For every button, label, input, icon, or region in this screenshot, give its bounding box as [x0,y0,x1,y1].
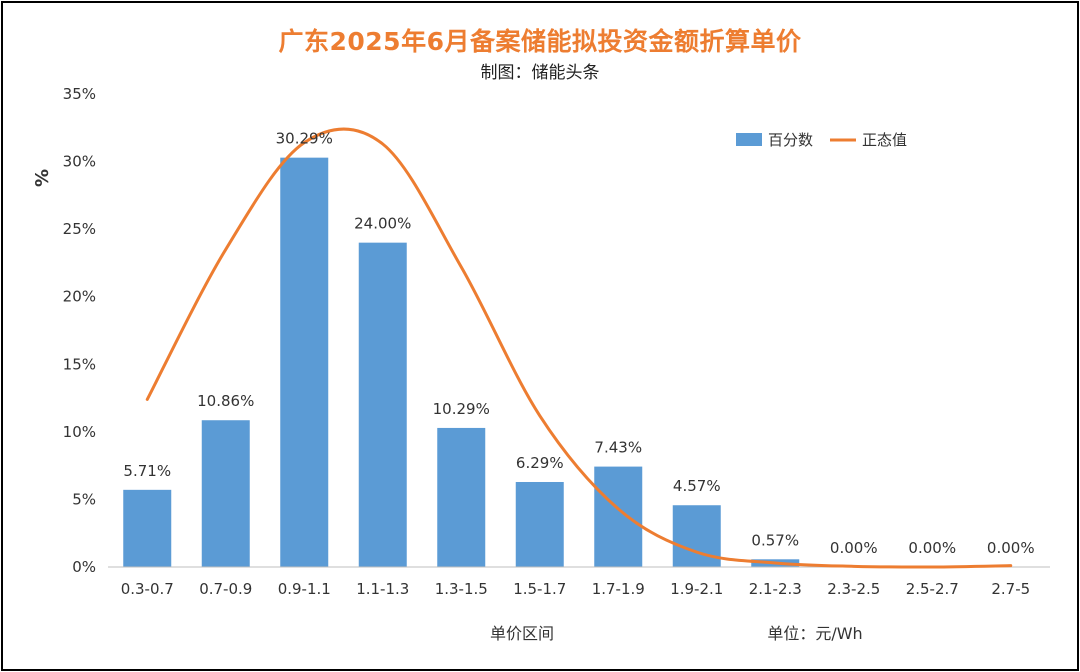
data-label: 0.00% [908,539,956,557]
bar [201,420,250,567]
data-label: 24.00% [354,215,411,233]
x-tick-label: 2.1-2.3 [749,580,802,598]
data-labels: 5.71% 10.86% 30.29% 24.00% 10.29% 6.29% 7.43% 4… [123,130,1034,557]
bar [358,242,407,567]
y-tick-label: 30% [63,153,96,171]
unit-note: 单位：元/Wh [767,624,862,643]
bar [515,481,564,567]
x-axis: 0.3-0.7 0.7-0.9 0.9-1.1 1.1-1.3 1.3-1.5 1.5-1… [108,566,1050,598]
bar-series [123,157,800,567]
chart-title: 广东2025年6月备案储能拟投资金额折算单价 [278,27,802,56]
x-tick-label: 1.7-1.9 [592,580,645,598]
x-tick-label: 1.5-1.7 [513,580,566,598]
x-tick-label: 2.3-2.5 [827,580,880,598]
bar [123,489,172,567]
y-tick-label: 20% [63,288,96,306]
x-tick-label: 0.9-1.1 [278,580,331,598]
line-series [145,127,1013,569]
legend-swatch-bar [736,133,762,146]
legend-label-bar: 百分数 [768,131,813,149]
data-label: 10.86% [197,392,254,410]
y-tick-label: 35% [63,85,96,103]
data-label: 4.57% [673,477,721,495]
x-tick-label: 2.5-2.7 [906,580,959,598]
x-tick-label: 0.7-0.9 [199,580,252,598]
x-tick-label: 0.3-0.7 [121,580,174,598]
y-tick-label: 10% [63,423,96,441]
y-axis: 0% 5% 10% 15% 20% 25% 30% 35% [63,85,96,576]
legend-label-line: 正态值 [862,131,907,149]
bar [594,466,643,567]
data-label: 0.00% [830,539,878,557]
y-tick-label: 15% [63,355,96,373]
x-tick-label: 1.3-1.5 [435,580,488,598]
y-tick-label: 25% [63,220,96,238]
data-label: 10.29% [433,400,490,418]
data-label: 5.71% [123,462,171,480]
y-tick-label: 5% [72,490,96,508]
legend: 百分数 正态值 [736,131,907,149]
x-axis-label: 单价区间 [490,624,554,643]
x-tick-label: 2.7-5 [991,580,1030,598]
y-axis-label: % [32,169,53,187]
bar [280,157,329,567]
normal-curve [145,127,1013,569]
bar [437,427,486,567]
data-label: 7.43% [594,439,642,457]
data-label: 30.29% [276,130,333,148]
x-tick-label: 1.1-1.3 [356,580,409,598]
data-label: 0.57% [751,531,799,549]
data-label: 6.29% [516,454,564,472]
y-tick-label: 0% [72,558,96,576]
data-label: 0.00% [987,539,1035,557]
x-tick-label: 1.9-2.1 [670,580,723,598]
chart-subtitle: 制图：储能头条 [480,63,600,83]
